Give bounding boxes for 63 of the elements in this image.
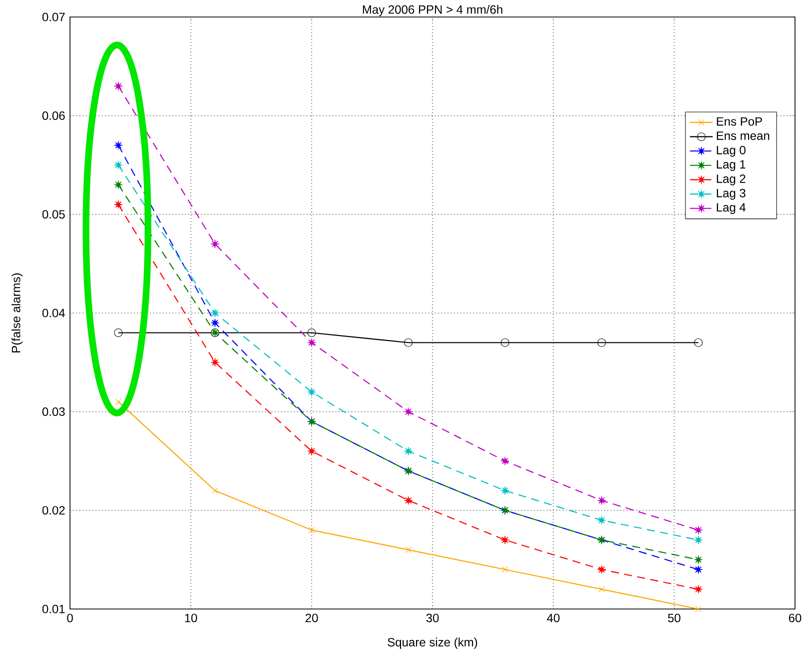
legend-label: Lag 1 [716, 160, 746, 171]
point [210, 358, 220, 367]
point [597, 565, 606, 574]
x-tick-label: 60 [788, 614, 802, 622]
y-tick-label: 0.07 [42, 12, 65, 22]
point [597, 496, 606, 505]
point [500, 536, 510, 544]
point [210, 308, 220, 318]
x-tick-label: 20 [306, 614, 318, 622]
point [114, 328, 123, 338]
point [500, 338, 510, 347]
point [597, 338, 606, 347]
point [210, 318, 220, 328]
point [114, 200, 123, 209]
point [114, 82, 123, 90]
legend-label: Lag 3 [716, 188, 746, 200]
point [500, 456, 510, 466]
legend-label: Lag 4 [716, 203, 746, 214]
x-tick-label: 10 [185, 614, 198, 622]
y-tick-label: 0.01 [42, 604, 65, 614]
point [405, 546, 412, 553]
point [598, 586, 605, 592]
point [115, 398, 122, 405]
legend-label: Ens PoP [716, 117, 762, 126]
point [597, 516, 606, 524]
point [212, 488, 218, 494]
x-tick-label: 50 [668, 614, 680, 622]
chart-title: May 2006 PPN > 4 mm/6h [362, 4, 502, 16]
y-tick-label: 0.02 [42, 506, 65, 515]
point [500, 486, 510, 495]
point [307, 446, 316, 456]
point [694, 536, 703, 544]
point [694, 526, 703, 534]
point [307, 338, 316, 347]
y-tick-label: 0.06 [42, 111, 65, 120]
point [404, 338, 413, 347]
point [114, 160, 123, 170]
point [307, 328, 316, 338]
point [695, 606, 702, 612]
x-tick-label: 0 [67, 614, 73, 622]
y-tick-label: 0.05 [42, 210, 65, 219]
point [694, 565, 703, 574]
x-axis-title: Square size (km) [388, 638, 478, 649]
point [502, 566, 508, 573]
x-tick-label: 30 [426, 614, 439, 622]
point [404, 496, 413, 505]
y-tick-label: 0.03 [42, 407, 65, 416]
y-axis-title: P(false alarms) [11, 273, 23, 352]
point [694, 555, 703, 564]
legend-label: Lag 2 [716, 174, 746, 186]
y-tick-label: 0.04 [42, 308, 65, 318]
legend-label: Ens mean [716, 132, 770, 140]
point [694, 584, 703, 594]
x-tick-label: 40 [546, 614, 560, 622]
point [210, 240, 220, 248]
legend-label: Lag 0 [716, 146, 746, 157]
point [114, 141, 123, 150]
point [404, 407, 413, 416]
point [694, 338, 703, 347]
point [308, 526, 315, 534]
point [404, 446, 413, 456]
point [114, 180, 123, 190]
point [307, 388, 316, 396]
